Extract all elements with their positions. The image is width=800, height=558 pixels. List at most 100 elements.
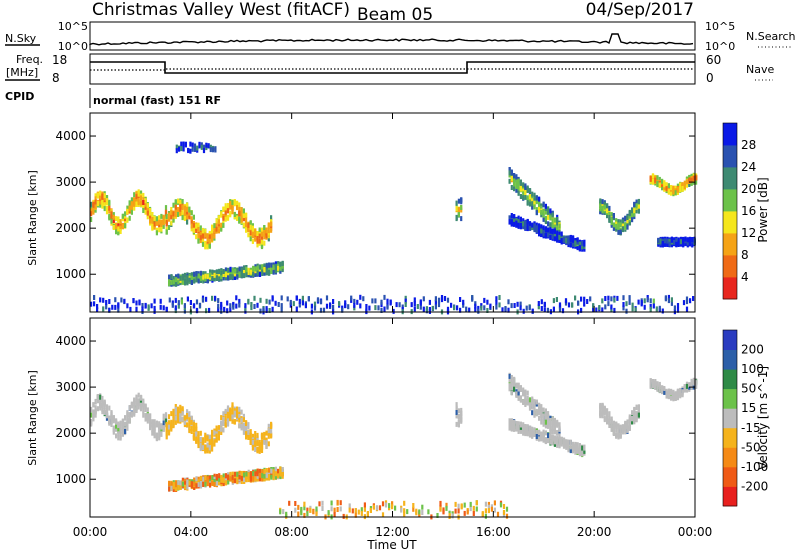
velocity-cell	[481, 511, 484, 517]
power-cell	[126, 205, 129, 211]
velocity-cell	[608, 423, 611, 428]
velocity-cell	[151, 426, 154, 432]
velocity-cell	[174, 415, 177, 421]
power-cell	[615, 223, 618, 229]
power-cell	[477, 308, 480, 314]
power-cell	[543, 307, 546, 313]
velocity-cell	[583, 448, 586, 454]
power-cell	[495, 296, 498, 302]
velocity-cell	[681, 389, 684, 395]
power-cell	[180, 141, 183, 147]
velocity-cell	[515, 426, 518, 432]
power-cell	[153, 308, 156, 314]
power-cell	[526, 187, 529, 193]
velocity-cell	[240, 409, 243, 415]
velocity-cell	[231, 471, 234, 477]
power-cell	[583, 296, 586, 302]
power-cell	[195, 234, 198, 240]
velocity-cell	[654, 380, 657, 386]
velocity-cell	[569, 444, 572, 450]
power-cell	[260, 239, 264, 245]
power-cell	[258, 233, 261, 239]
velocity-cell	[231, 409, 234, 415]
power-cell	[240, 267, 243, 273]
power-cell	[383, 306, 386, 312]
velocity-cell	[172, 484, 175, 490]
power-cell	[108, 214, 111, 219]
power-cell	[220, 222, 223, 228]
power-cell	[142, 200, 145, 205]
power-cell	[177, 198, 180, 204]
velocity-cell	[249, 429, 252, 435]
power-cell	[115, 216, 118, 222]
velocity-cell	[184, 481, 187, 487]
velocity-cell	[220, 421, 223, 427]
power-cell	[513, 303, 516, 308]
velocity-cell	[576, 446, 579, 452]
velocity-cell	[339, 500, 342, 506]
power-cell	[247, 232, 250, 238]
velocity-cell	[551, 434, 554, 440]
power-cell	[92, 207, 95, 213]
velocity-cell	[188, 480, 191, 486]
velocity-cell	[303, 505, 306, 511]
power-cell	[516, 301, 519, 307]
power-cell	[129, 306, 132, 312]
velocity-cell	[247, 432, 250, 438]
power-cell	[172, 275, 175, 281]
power-cell	[695, 175, 698, 181]
velocity-cell	[695, 380, 698, 386]
power-cell	[112, 218, 115, 223]
power-cell	[267, 236, 270, 242]
power-cell	[560, 231, 563, 237]
power-cell	[649, 304, 652, 309]
velocity-cell	[493, 507, 496, 513]
velocity-cell	[254, 476, 257, 482]
velocity-cell	[674, 392, 677, 398]
power-cell	[270, 227, 273, 233]
velocity-cell	[672, 396, 675, 402]
power-cell	[238, 272, 241, 278]
velocity-cell	[553, 424, 556, 430]
power-cell	[222, 269, 225, 274]
power-cell	[238, 206, 241, 212]
power-cell	[256, 302, 259, 308]
power-cell	[249, 224, 252, 230]
velocity-cell	[633, 412, 636, 418]
power-cell	[635, 199, 638, 205]
velocity-cell	[517, 423, 520, 429]
power-cell	[110, 214, 113, 220]
velocity-cell	[254, 447, 257, 452]
velocity-cell	[540, 407, 543, 413]
power-cell	[153, 305, 156, 311]
colorbar-tick-label: 16	[741, 204, 756, 218]
power-cell	[94, 207, 97, 213]
power-cell	[628, 295, 631, 301]
power-cell	[637, 198, 640, 204]
velocity-cell	[254, 442, 257, 448]
power-cell	[90, 301, 93, 307]
velocity-cell	[418, 509, 421, 515]
velocity-cell	[631, 410, 634, 416]
colorbar-tick-label: 100	[741, 362, 764, 376]
velocity-cell	[427, 509, 430, 515]
velocity-cell	[519, 387, 522, 392]
power-cell	[664, 296, 667, 302]
velocity-cell	[224, 476, 228, 482]
colorbar-tick-label: 4	[741, 270, 749, 284]
velocity-cell	[149, 418, 152, 424]
power-cell	[353, 302, 356, 308]
velocity-cell	[233, 471, 237, 477]
power-cell	[183, 308, 186, 314]
power-cell	[522, 188, 525, 194]
velocity-cell	[412, 506, 415, 512]
velocity-cell	[137, 392, 140, 398]
velocity-cell	[229, 471, 232, 477]
freq-trace	[90, 61, 695, 74]
power-cell	[174, 199, 177, 205]
power-cell	[130, 209, 133, 215]
power-cell	[197, 238, 200, 244]
power-cell	[260, 235, 264, 241]
power-cell	[215, 226, 218, 232]
velocity-cell	[137, 404, 140, 410]
